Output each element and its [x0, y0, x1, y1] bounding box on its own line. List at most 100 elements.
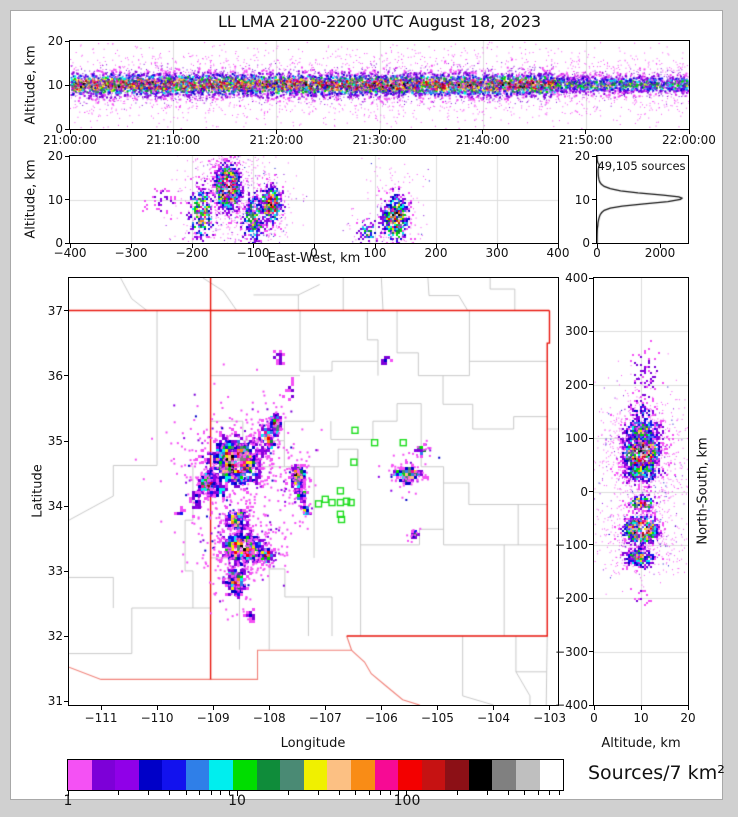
tick-label: 200	[424, 246, 448, 260]
tick-mark	[557, 244, 559, 248]
source-count-annotation: 49,105 sources	[597, 159, 686, 173]
colorbar-segment	[233, 760, 257, 790]
tick-label: 21:50:00	[558, 133, 613, 147]
tick-mark	[64, 505, 68, 507]
tick-mark	[640, 706, 642, 710]
tick-label: −105	[420, 711, 454, 725]
colorbar-segment	[398, 760, 422, 790]
time-height-panel	[69, 40, 690, 130]
tick-mark	[592, 155, 596, 157]
colorbar-segment	[327, 760, 351, 790]
tick-mark	[229, 791, 231, 795]
tick-mark	[64, 310, 68, 312]
colorbar-segment	[185, 760, 210, 790]
tick-label: 21:00:00	[43, 133, 97, 147]
tick-label: 21:40:00	[455, 133, 510, 147]
tick-mark	[558, 791, 560, 795]
tick-mark	[148, 791, 150, 795]
colorbar-segment	[374, 760, 399, 790]
tick-label: −108	[252, 711, 286, 725]
tick-label: −100	[236, 246, 270, 260]
tick-mark	[389, 791, 391, 795]
tick-mark	[65, 199, 69, 200]
colorbar-segment	[162, 760, 186, 790]
tick-mark	[585, 130, 587, 134]
tick-label: −104	[477, 711, 510, 725]
tick-label: −111	[84, 711, 118, 725]
tick-label: 400	[546, 246, 570, 260]
tick-mark	[496, 244, 498, 248]
tick-mark	[118, 791, 120, 795]
tick-mark	[659, 244, 661, 248]
tick-label: −100	[555, 537, 588, 552]
tick-mark	[688, 130, 690, 134]
tick-mark	[64, 570, 68, 572]
colorbar-segment	[350, 760, 375, 790]
colorbar-segment	[256, 760, 281, 790]
tick-mark	[589, 491, 593, 492]
tick-mark	[374, 244, 376, 248]
tick-mark	[379, 791, 381, 795]
tick-mark	[64, 440, 68, 442]
tick-mark	[593, 706, 595, 710]
tick-mark	[589, 384, 593, 386]
colorbar-segment	[115, 760, 139, 790]
tick-mark	[64, 375, 68, 377]
tick-label: 20	[574, 149, 590, 163]
tick-label: 36	[47, 368, 63, 383]
tick-mark	[252, 244, 254, 248]
colorbar-tick-1: 1	[63, 793, 73, 809]
tick-mark	[287, 791, 289, 795]
tick-mark	[275, 130, 277, 134]
tick-mark	[64, 635, 68, 637]
tick-mark	[482, 130, 484, 134]
tick-mark	[368, 791, 370, 795]
tick-mark	[236, 791, 238, 796]
tick-mark	[69, 130, 71, 134]
tick-label: 0	[580, 484, 588, 499]
tick-label: −103	[533, 711, 567, 725]
colorbar-segment	[468, 760, 493, 790]
colorbar-tick-10: 10	[228, 793, 246, 809]
tick-mark	[492, 706, 494, 710]
tick-mark	[508, 791, 510, 795]
tick-label: 100	[363, 246, 387, 260]
tick-label: 10	[47, 78, 63, 92]
tick-label: −107	[308, 711, 342, 725]
tick-mark	[317, 791, 319, 795]
time-height-ylabel: Altitude, km	[23, 45, 39, 125]
tick-mark	[65, 242, 69, 244]
tick-mark	[380, 706, 382, 710]
tick-label: 34	[47, 499, 63, 514]
tick-label: −300	[114, 246, 148, 260]
map-ylabel: Latitude	[30, 464, 46, 518]
tick-mark	[589, 651, 593, 653]
tick-mark	[65, 155, 69, 157]
tick-label: 2000	[644, 246, 676, 260]
tick-label: −400	[53, 246, 87, 260]
tick-mark	[435, 244, 437, 248]
tick-label: 33	[47, 564, 63, 579]
tick-label: 10	[574, 192, 590, 207]
tick-mark	[589, 544, 593, 546]
colorbar	[67, 759, 564, 791]
tick-label: −106	[364, 711, 398, 725]
tick-mark	[355, 791, 357, 795]
tick-mark	[436, 706, 438, 710]
tick-label: 20	[47, 149, 63, 163]
colorbar-segment	[421, 760, 446, 790]
plan-view-map-panel	[68, 277, 559, 706]
tick-label: −200	[555, 591, 588, 606]
colorbar-segment	[209, 760, 234, 790]
tick-label: 20	[47, 34, 63, 48]
tick-mark	[199, 791, 201, 795]
tick-mark	[220, 791, 222, 795]
tick-mark	[589, 277, 593, 279]
tick-mark	[64, 700, 68, 702]
colorbar-segment	[515, 760, 540, 790]
tick-mark	[169, 791, 171, 795]
colorbar-tick-100: 100	[393, 793, 421, 809]
tick-mark	[100, 706, 102, 710]
tick-label: 20	[680, 711, 696, 725]
